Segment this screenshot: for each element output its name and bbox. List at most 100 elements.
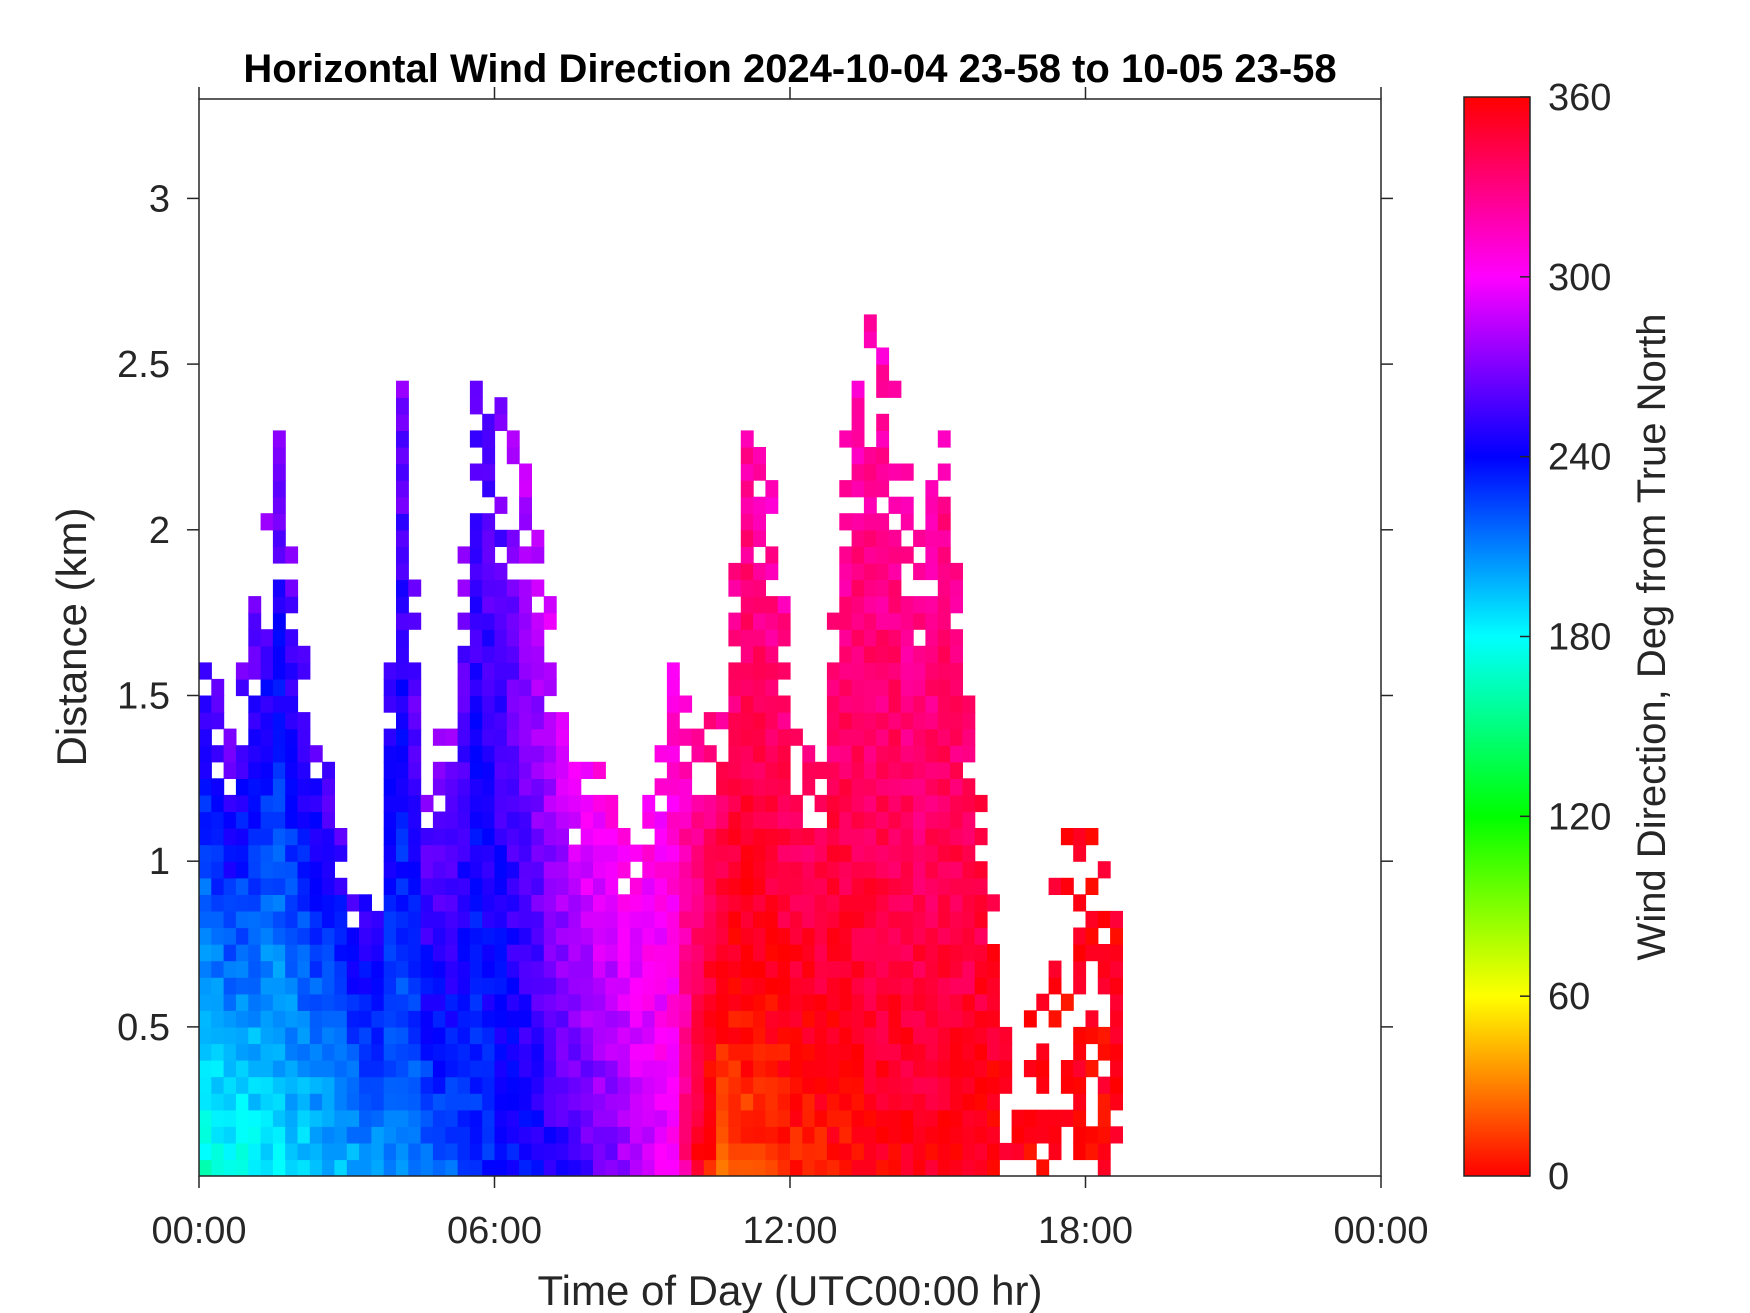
heatmap-cell (235, 1093, 249, 1111)
heatmap-cell (199, 1026, 212, 1045)
heatmap-cell (1110, 1026, 1123, 1045)
heatmap-cell (371, 1109, 385, 1127)
heatmap-cell (469, 1142, 483, 1161)
heatmap-cell (962, 894, 976, 912)
heatmap-cell (334, 977, 348, 995)
heatmap-cell (900, 728, 914, 746)
heatmap-cell (839, 480, 853, 498)
heatmap-cell (371, 1076, 385, 1094)
heatmap-cell (494, 745, 508, 763)
heatmap-cell (654, 1043, 668, 1061)
heatmap-cell (851, 910, 865, 929)
heatmap-cell (777, 761, 791, 779)
heatmap-cell (519, 678, 532, 697)
heatmap-cell (260, 993, 274, 1011)
heatmap-cell (506, 447, 520, 465)
heatmap-cell (987, 993, 1000, 1011)
heatmap-cell (420, 877, 434, 895)
heatmap-cell (753, 1010, 766, 1028)
heatmap-cell (519, 1109, 532, 1127)
heatmap-cell (359, 977, 372, 995)
heatmap-cell (285, 596, 299, 614)
heatmap-cell (199, 993, 212, 1011)
heatmap-cell (506, 1142, 520, 1161)
heatmap-cell (777, 1060, 791, 1078)
heatmap-cell (925, 778, 939, 796)
heatmap-cell (248, 1026, 262, 1045)
heatmap-cell (876, 794, 890, 813)
heatmap-cell (211, 794, 225, 813)
heatmap-cell (740, 496, 754, 514)
heatmap-cell (876, 463, 890, 481)
heatmap-cell (506, 529, 520, 547)
heatmap-cell (888, 1026, 902, 1045)
heatmap-cell (679, 1126, 693, 1144)
heatmap-cell (235, 1026, 249, 1045)
heatmap-cell (999, 1076, 1013, 1094)
heatmap-cell (260, 794, 274, 813)
heatmap-cell (740, 1126, 754, 1144)
heatmap-cell (888, 1109, 902, 1127)
heatmap-cell (531, 579, 545, 597)
chart-title: Horizontal Wind Direction 2024-10-04 23-… (243, 47, 1336, 91)
heatmap-cell (777, 977, 791, 995)
heatmap-cell (469, 761, 483, 779)
heatmap-cell (371, 1060, 385, 1078)
heatmap-cell (506, 794, 520, 813)
heatmap-cell (469, 745, 483, 763)
heatmap-cell (642, 927, 656, 945)
heatmap-cell (260, 1159, 274, 1176)
heatmap-cell (900, 1076, 914, 1094)
heatmap-cell (851, 662, 865, 680)
heatmap-cell (740, 1043, 754, 1061)
heatmap-cell (482, 513, 496, 531)
heatmap-cell (777, 728, 791, 746)
heatmap-cell (1073, 927, 1087, 945)
heatmap-cell (716, 1043, 729, 1061)
heatmap-cell (826, 1010, 840, 1028)
heatmap-cell (285, 861, 299, 879)
heatmap-cell (839, 894, 853, 912)
heatmap-cell (925, 811, 939, 829)
heatmap-cell (605, 944, 619, 962)
heatmap-cell (260, 1010, 274, 1028)
heatmap-cell (482, 629, 496, 647)
heatmap-cell (543, 910, 557, 929)
heatmap-cell (987, 1043, 1000, 1061)
heatmap-cell (235, 1109, 249, 1127)
heatmap-cell (666, 778, 680, 796)
heatmap-cell (248, 910, 262, 929)
heatmap-cell (235, 1076, 249, 1094)
heatmap-cell (962, 745, 976, 763)
heatmap-cell (543, 811, 557, 829)
heatmap-cell (851, 695, 865, 713)
heatmap-cell (580, 1159, 594, 1176)
heatmap-cell (211, 1010, 225, 1028)
heatmap-cell (802, 861, 816, 879)
heatmap-cell (272, 629, 286, 647)
heatmap-cell (556, 927, 569, 945)
heatmap-cell (839, 761, 853, 779)
heatmap-cell (531, 678, 545, 697)
heatmap-cell (494, 811, 508, 829)
heatmap-cell (851, 877, 865, 895)
heatmap-cell (297, 877, 311, 895)
heatmap-cell (408, 662, 422, 680)
heatmap-cell (506, 778, 520, 796)
heatmap-cell (593, 828, 606, 846)
heatmap-cell (753, 662, 766, 680)
heatmap-cell (457, 811, 471, 829)
heatmap-cell (814, 960, 828, 978)
heatmap-cell (605, 1142, 619, 1161)
heatmap-cell (408, 1159, 422, 1176)
heatmap-cell (863, 1093, 877, 1111)
heatmap-cell (543, 861, 557, 879)
heatmap-cell (420, 1142, 434, 1161)
heatmap-cell (457, 1060, 471, 1078)
heatmap-cell (876, 927, 890, 945)
heatmap-cell (679, 960, 693, 978)
heatmap-cell (457, 828, 471, 846)
heatmap-cell (469, 1109, 483, 1127)
heatmap-cell (432, 944, 446, 962)
heatmap-cell (839, 1142, 853, 1161)
